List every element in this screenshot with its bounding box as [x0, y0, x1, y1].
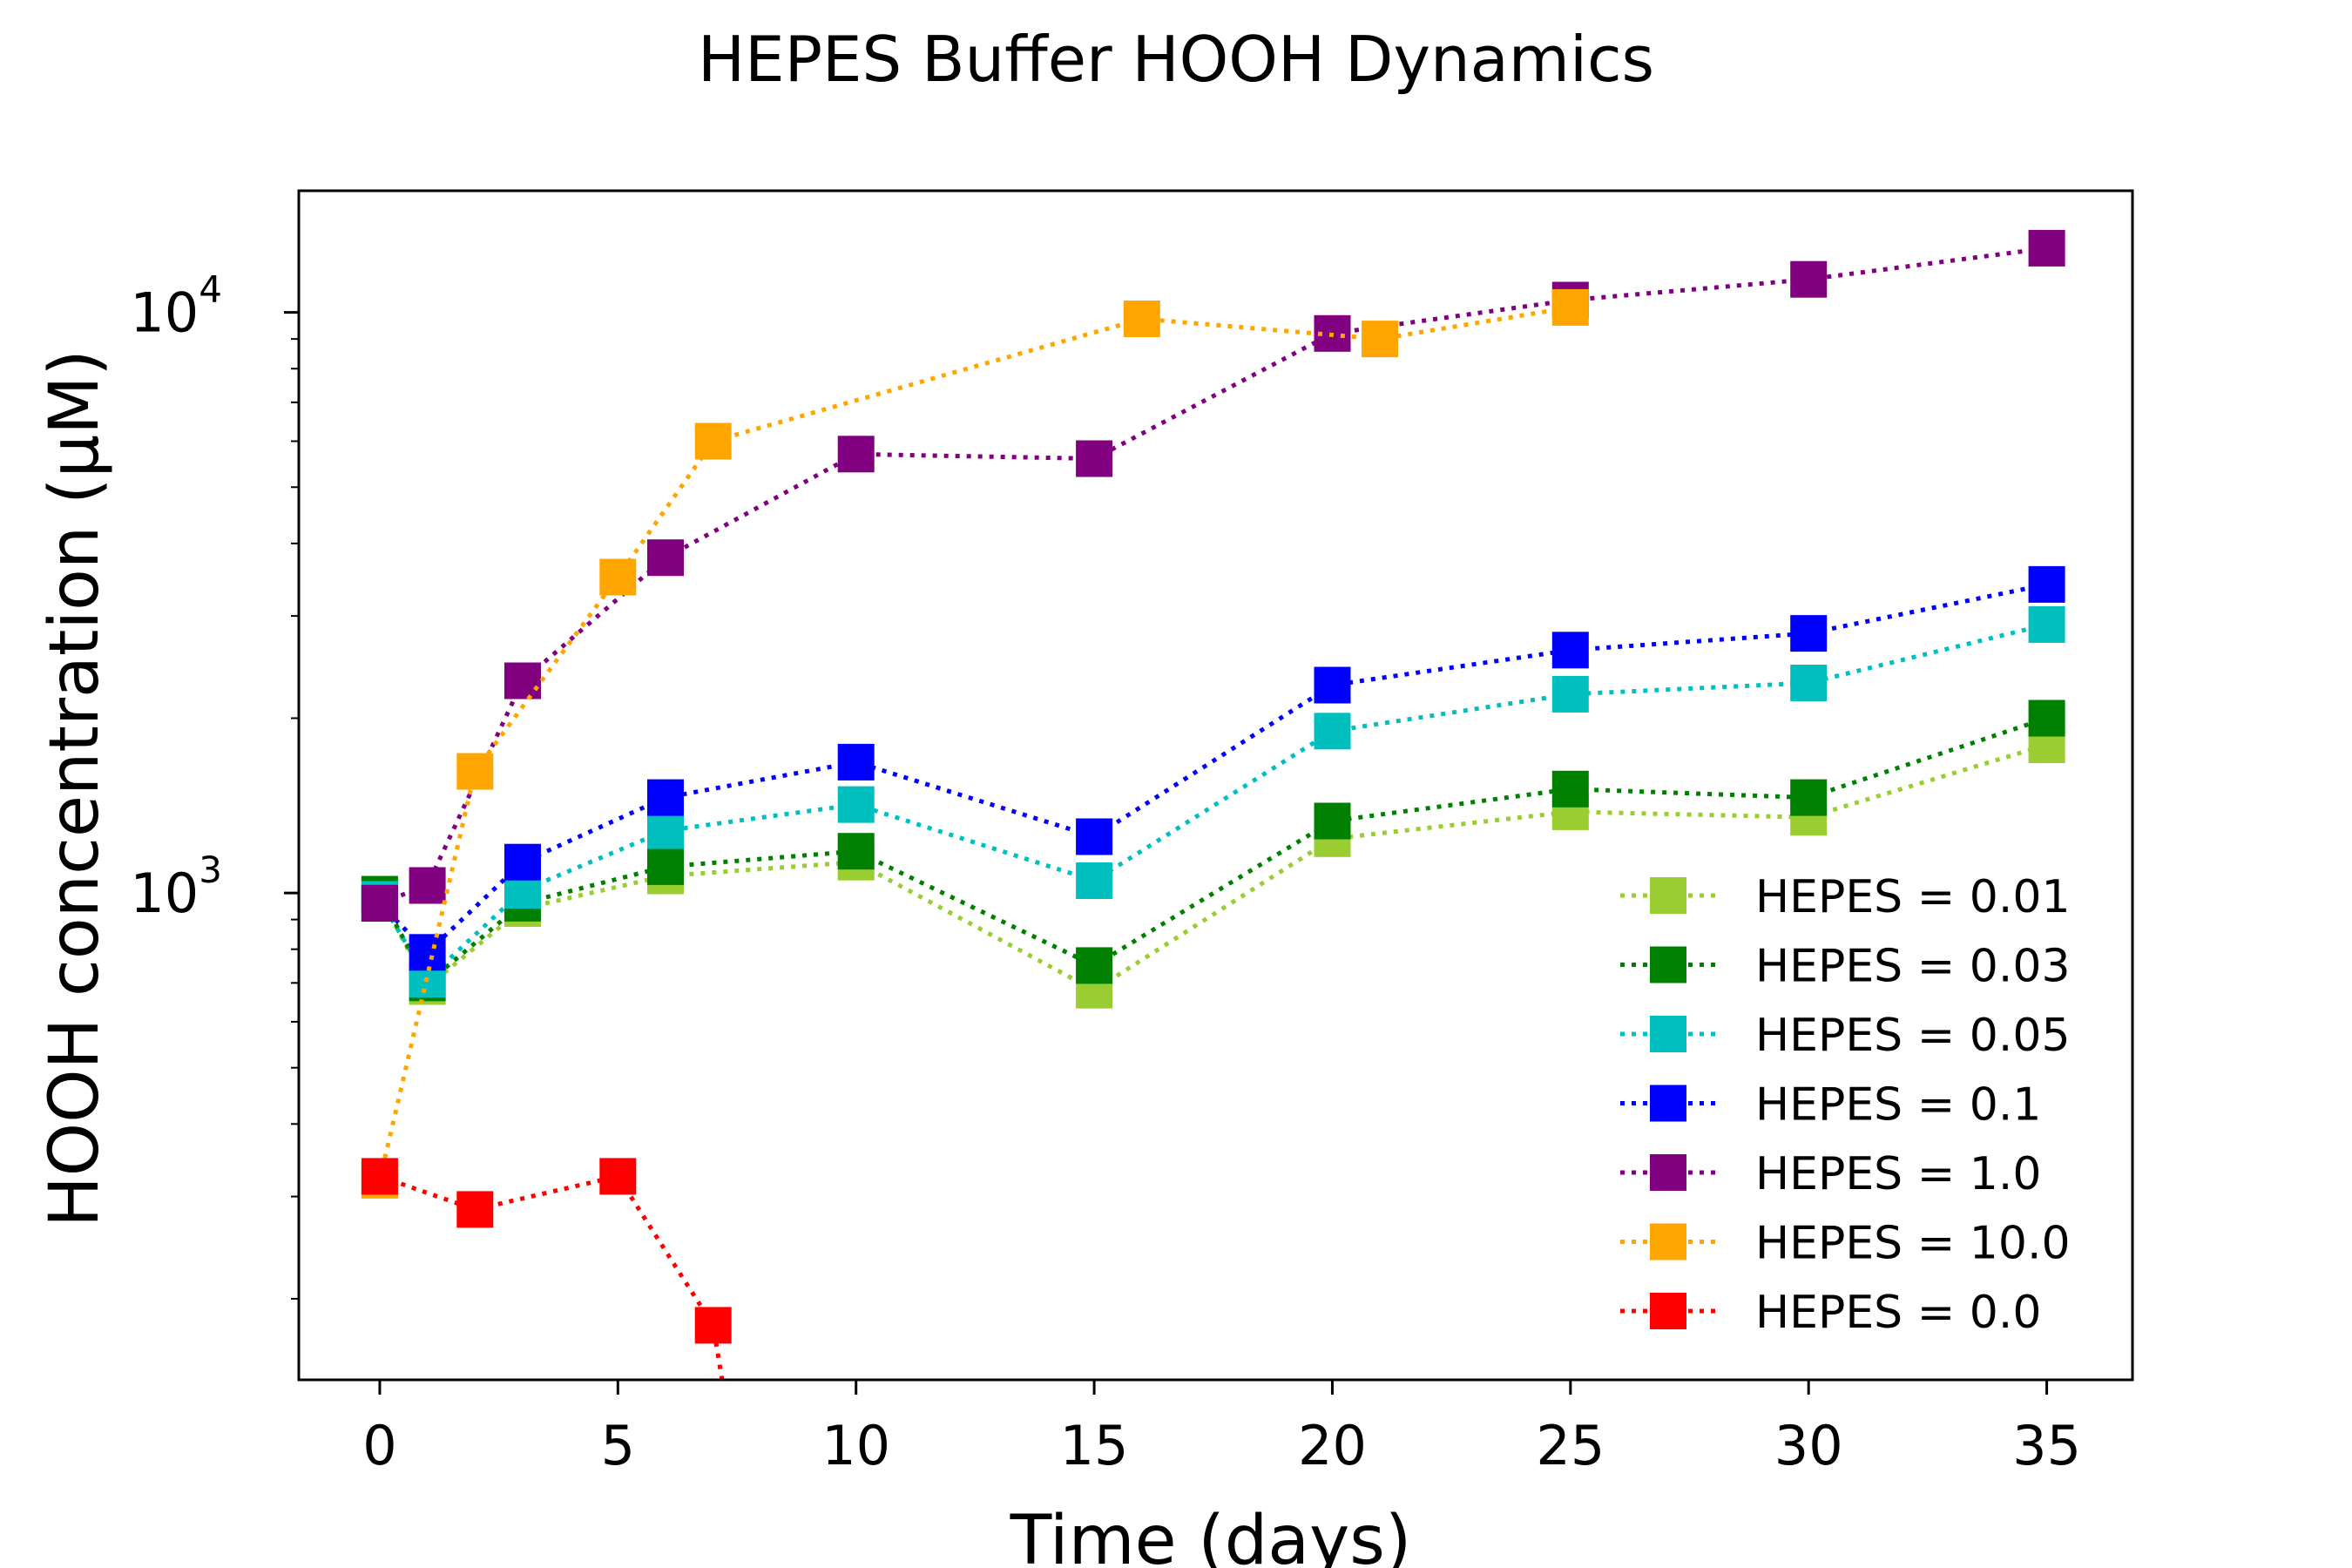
legend: HEPES = 0.01 HEPES = 0.03 HEPES = 0.05 HEPE…	[1620, 871, 2071, 1339]
data-point	[1790, 260, 1828, 298]
series-line	[377, 305, 1571, 1181]
series-line	[379, 1173, 725, 1380]
x-tick-label: 20	[1298, 1414, 1367, 1477]
x-tick-label: 5	[601, 1414, 635, 1477]
data-point	[1076, 862, 1113, 899]
series-line	[377, 716, 2048, 987]
data-point	[1076, 947, 1113, 984]
legend-marker	[1650, 1293, 1686, 1329]
data-point	[1076, 818, 1113, 855]
legend-marker	[1650, 1223, 1686, 1260]
data-point	[1314, 666, 1351, 704]
data-point	[361, 884, 398, 922]
data-point	[837, 833, 875, 870]
data-point	[599, 558, 637, 596]
y-tick-label: 104	[130, 268, 222, 345]
data-point	[647, 539, 684, 577]
data-point	[1362, 321, 1399, 358]
data-point	[837, 786, 875, 823]
data-point	[456, 753, 494, 790]
data-point	[694, 1307, 732, 1344]
series-line	[377, 622, 2048, 983]
chart-title: HEPES Buffer HOOH Dynamics	[698, 23, 1654, 96]
legend-item: HEPES = 0.01	[1620, 871, 2071, 923]
data-point	[647, 779, 684, 816]
data-point	[504, 662, 541, 700]
data-point	[647, 848, 684, 885]
data-point	[694, 422, 732, 460]
x-axis-label: Time (days)	[1010, 1502, 1412, 1568]
x-tick-label: 15	[1060, 1414, 1129, 1477]
y-axis-label: HOOH concentration (µM)	[36, 349, 114, 1227]
legend-marker	[1650, 1085, 1686, 1122]
legend-label: HEPES = 10.0	[1755, 1218, 2071, 1270]
series-line	[377, 742, 2048, 993]
legend-label: HEPES = 0.1	[1755, 1079, 2042, 1132]
data-point	[2028, 700, 2065, 737]
legend-label: HEPES = 0.01	[1755, 871, 2071, 923]
series-line	[378, 582, 2048, 956]
data-point	[1551, 675, 1589, 713]
data-point	[1551, 632, 1589, 669]
legend-item: HEPES = 1.0	[1620, 1148, 2042, 1200]
data-point	[2028, 565, 2065, 603]
x-tick-label: 30	[1774, 1414, 1843, 1477]
data-point	[647, 812, 684, 849]
axes-frame	[297, 189, 2134, 1382]
legend-marker	[1650, 946, 1686, 983]
series-6	[361, 1158, 765, 1548]
data-point	[1790, 779, 1828, 816]
legend-item: HEPES = 0.1	[1620, 1079, 2042, 1132]
data-point	[1790, 615, 1828, 652]
legend-item: HEPES = 0.0	[1620, 1287, 2042, 1339]
data-point	[837, 743, 875, 781]
data-point	[361, 1158, 398, 1195]
data-point	[2028, 605, 2065, 643]
data-point	[1076, 440, 1113, 477]
data-point	[456, 1191, 494, 1228]
legend-label: HEPES = 0.03	[1755, 941, 2071, 993]
plot-area: 0 5 10 15 20 25 30 35 103 104	[130, 189, 2134, 1548]
series-group	[361, 229, 2065, 1548]
data-point	[409, 934, 446, 971]
series-5	[361, 288, 1589, 1199]
legend-item: HEPES = 0.03	[1620, 941, 2071, 993]
data-point	[1551, 288, 1589, 326]
x-tick-label: 10	[821, 1414, 890, 1477]
data-point	[1551, 770, 1589, 808]
y-tick-label: 103	[130, 848, 222, 925]
legend-marker	[1650, 1016, 1686, 1052]
data-point	[1790, 665, 1828, 701]
data-point	[409, 867, 446, 904]
x-tick-label: 0	[362, 1414, 396, 1477]
data-point	[504, 843, 541, 881]
data-point	[1314, 713, 1351, 750]
legend-label: HEPES = 0.05	[1755, 1010, 2071, 1062]
data-point	[728, 1511, 765, 1548]
legend-label: HEPES = 0.0	[1755, 1287, 2042, 1339]
data-point	[1123, 301, 1160, 337]
legend-marker	[1650, 877, 1686, 914]
legend-label: HEPES = 1.0	[1755, 1148, 2042, 1200]
legend-item: HEPES = 10.0	[1620, 1218, 2071, 1270]
x-tick-label: 35	[2012, 1414, 2081, 1477]
legend-item: HEPES = 0.05	[1620, 1010, 2071, 1062]
legend-marker	[1650, 1154, 1686, 1191]
data-point	[2028, 229, 2065, 267]
x-tick-label: 25	[1536, 1414, 1605, 1477]
data-point	[1314, 802, 1351, 840]
data-point	[599, 1158, 637, 1195]
data-point	[837, 436, 875, 473]
